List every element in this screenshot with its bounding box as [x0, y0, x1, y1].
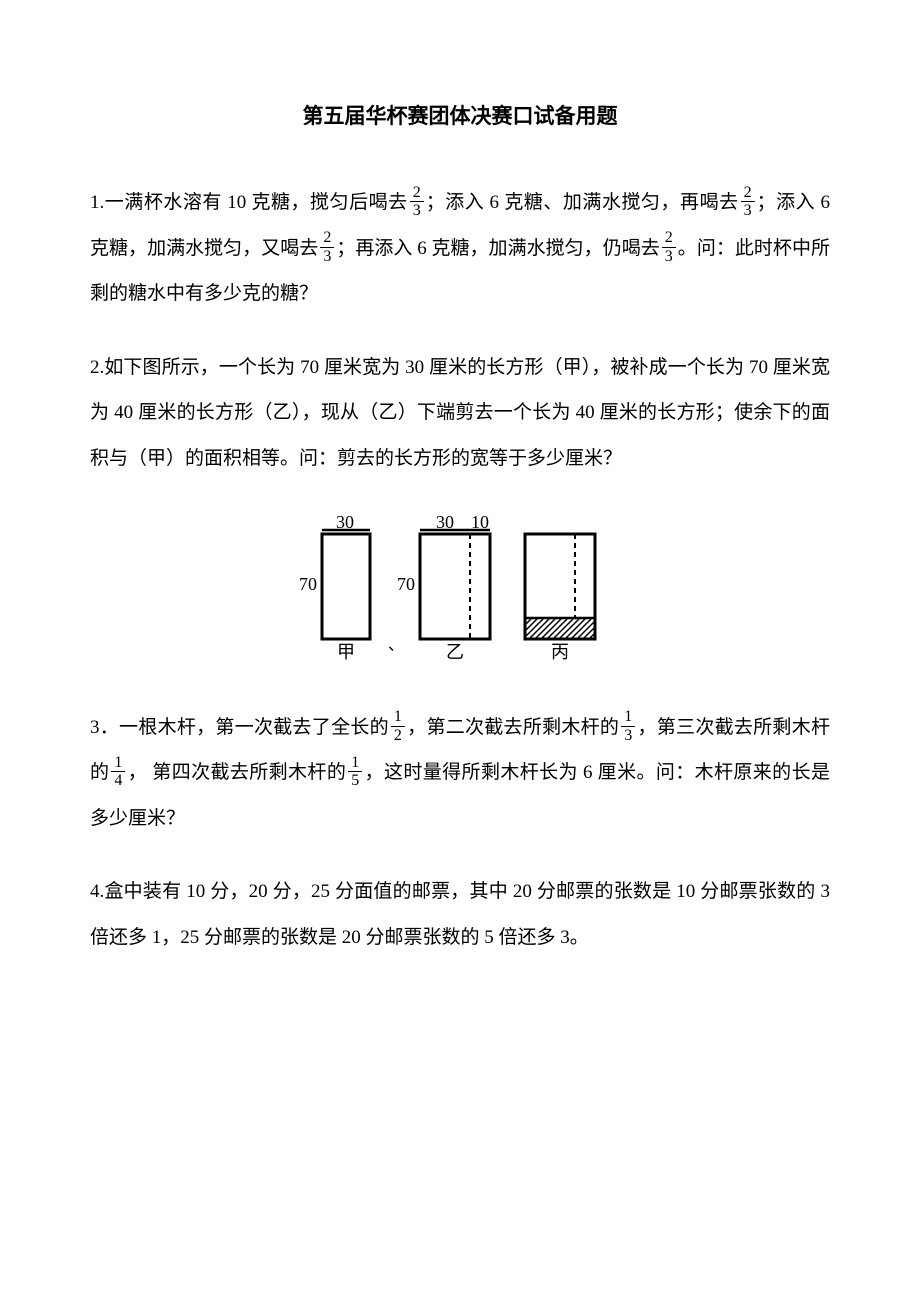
fraction-2-3: 23	[410, 184, 424, 220]
fraction-1-5: 15	[348, 754, 362, 790]
label-jia: 甲	[337, 642, 355, 662]
p3-text-b: ，第二次截去所剩木杆的	[407, 717, 619, 738]
p3-text-a: 3．一根木杆，第一次截去了全长的	[90, 717, 389, 738]
fraction-2-3: 23	[741, 184, 755, 220]
fraction-1-4: 14	[111, 754, 125, 790]
label-yi: 乙	[446, 642, 464, 662]
problem-1: 1.一满杯水溶有 10 克糖，搅匀后喝去23；添入 6 克糖、加满水搅匀，再喝去…	[90, 180, 830, 317]
rectangles-diagram: 30 70 甲 、 30 10 70 乙 丙	[280, 510, 640, 670]
p1-text-b: ；添入 6 克糖、加满水搅匀，再喝去	[426, 192, 739, 213]
p3-text-d: ， 第四次截去所剩木杆的	[127, 762, 346, 783]
problem-3: 3．一根木杆，第一次截去了全长的12，第二次截去所剩木杆的13，第三次截去所剩木…	[90, 705, 830, 842]
fraction-1-3: 13	[621, 708, 635, 744]
problem-2: 2.如下图所示，一个长为 70 厘米宽为 30 厘米的长方形（甲），被补成一个长…	[90, 345, 830, 482]
svg-text:、: 、	[388, 637, 404, 654]
document-title: 第五届华杯赛团体决赛口试备用题	[90, 100, 830, 130]
problem-2-figure: 30 70 甲 、 30 10 70 乙 丙	[90, 510, 830, 675]
fraction-1-2: 12	[391, 708, 405, 744]
label-bing: 丙	[551, 642, 569, 662]
label-70-jia: 70	[299, 574, 317, 594]
p1-text-a: 1.一满杯水溶有 10 克糖，搅匀后喝去	[90, 192, 408, 213]
fraction-2-3: 23	[320, 229, 334, 265]
label-70-yi: 70	[397, 574, 415, 594]
page: 第五届华杯赛团体决赛口试备用题 1.一满杯水溶有 10 克糖，搅匀后喝去23；添…	[0, 0, 920, 1049]
p1-text-d: ；再添入 6 克糖，加满水搅匀，仍喝去	[336, 238, 659, 259]
fraction-2-3: 23	[662, 229, 676, 265]
problem-4: 4.盒中装有 10 分，20 分，25 分面值的邮票，其中 20 分邮票的张数是…	[90, 869, 830, 960]
